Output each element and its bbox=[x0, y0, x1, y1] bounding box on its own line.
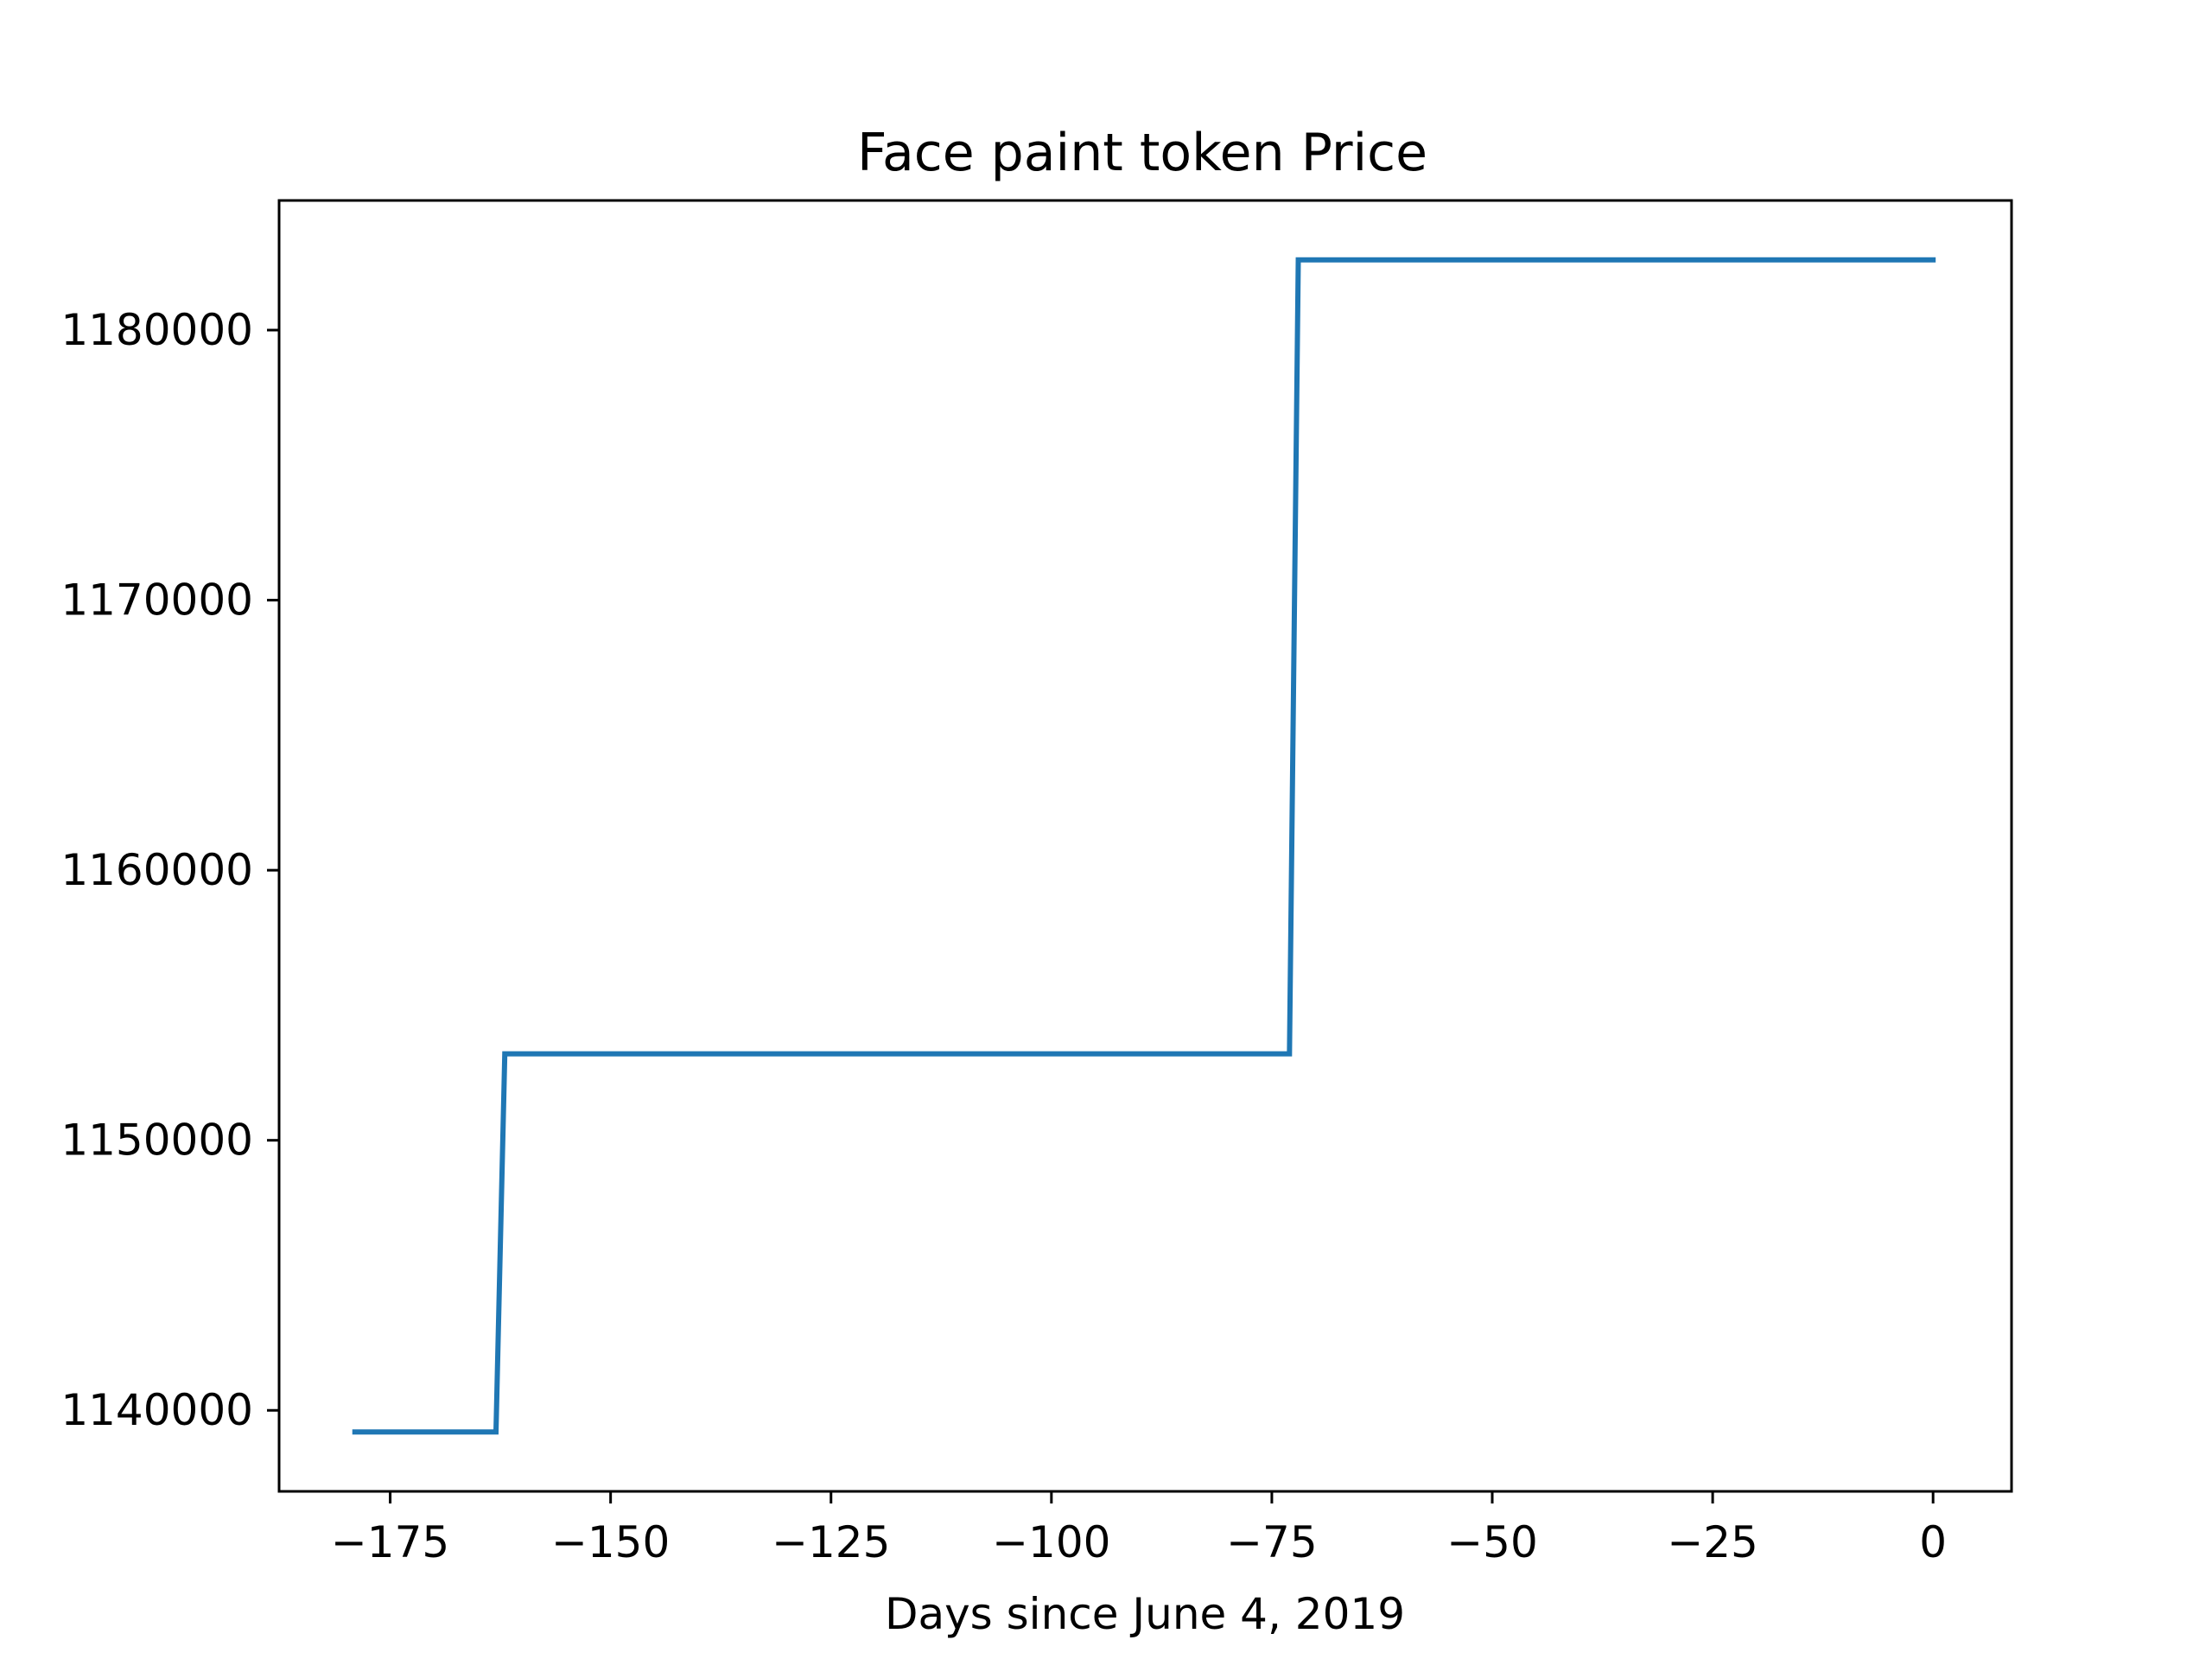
x-axis: −175 −150 −125 −100 −75 −50 −25 0 bbox=[331, 1491, 1947, 1567]
x-tick-label: −50 bbox=[1446, 1517, 1538, 1567]
x-axis-title: Days since June 4, 2019 bbox=[885, 1589, 1405, 1639]
x-tick-label: −175 bbox=[331, 1517, 449, 1567]
y-tick-label: 1150000 bbox=[60, 1116, 253, 1166]
x-tick-label: 0 bbox=[1919, 1517, 1947, 1567]
y-tick-label: 1180000 bbox=[60, 305, 253, 355]
x-tick-label: −25 bbox=[1667, 1517, 1758, 1567]
x-tick-label: −125 bbox=[772, 1517, 890, 1567]
plot-frame bbox=[277, 199, 2013, 1493]
x-tick-label: −100 bbox=[992, 1517, 1110, 1567]
y-tick-label: 1170000 bbox=[60, 575, 253, 626]
series-line bbox=[352, 257, 1936, 1435]
y-tick-label: 1160000 bbox=[60, 845, 253, 895]
x-tick-label: −75 bbox=[1226, 1517, 1318, 1567]
y-tick-label: 1140000 bbox=[60, 1385, 253, 1435]
x-tick-label: −150 bbox=[551, 1517, 670, 1567]
y-axis: 1140000 1150000 1160000 1170000 1180000 bbox=[60, 305, 279, 1435]
series-layer bbox=[352, 257, 1936, 1435]
chart-title: Face paint token Price bbox=[857, 123, 1427, 183]
